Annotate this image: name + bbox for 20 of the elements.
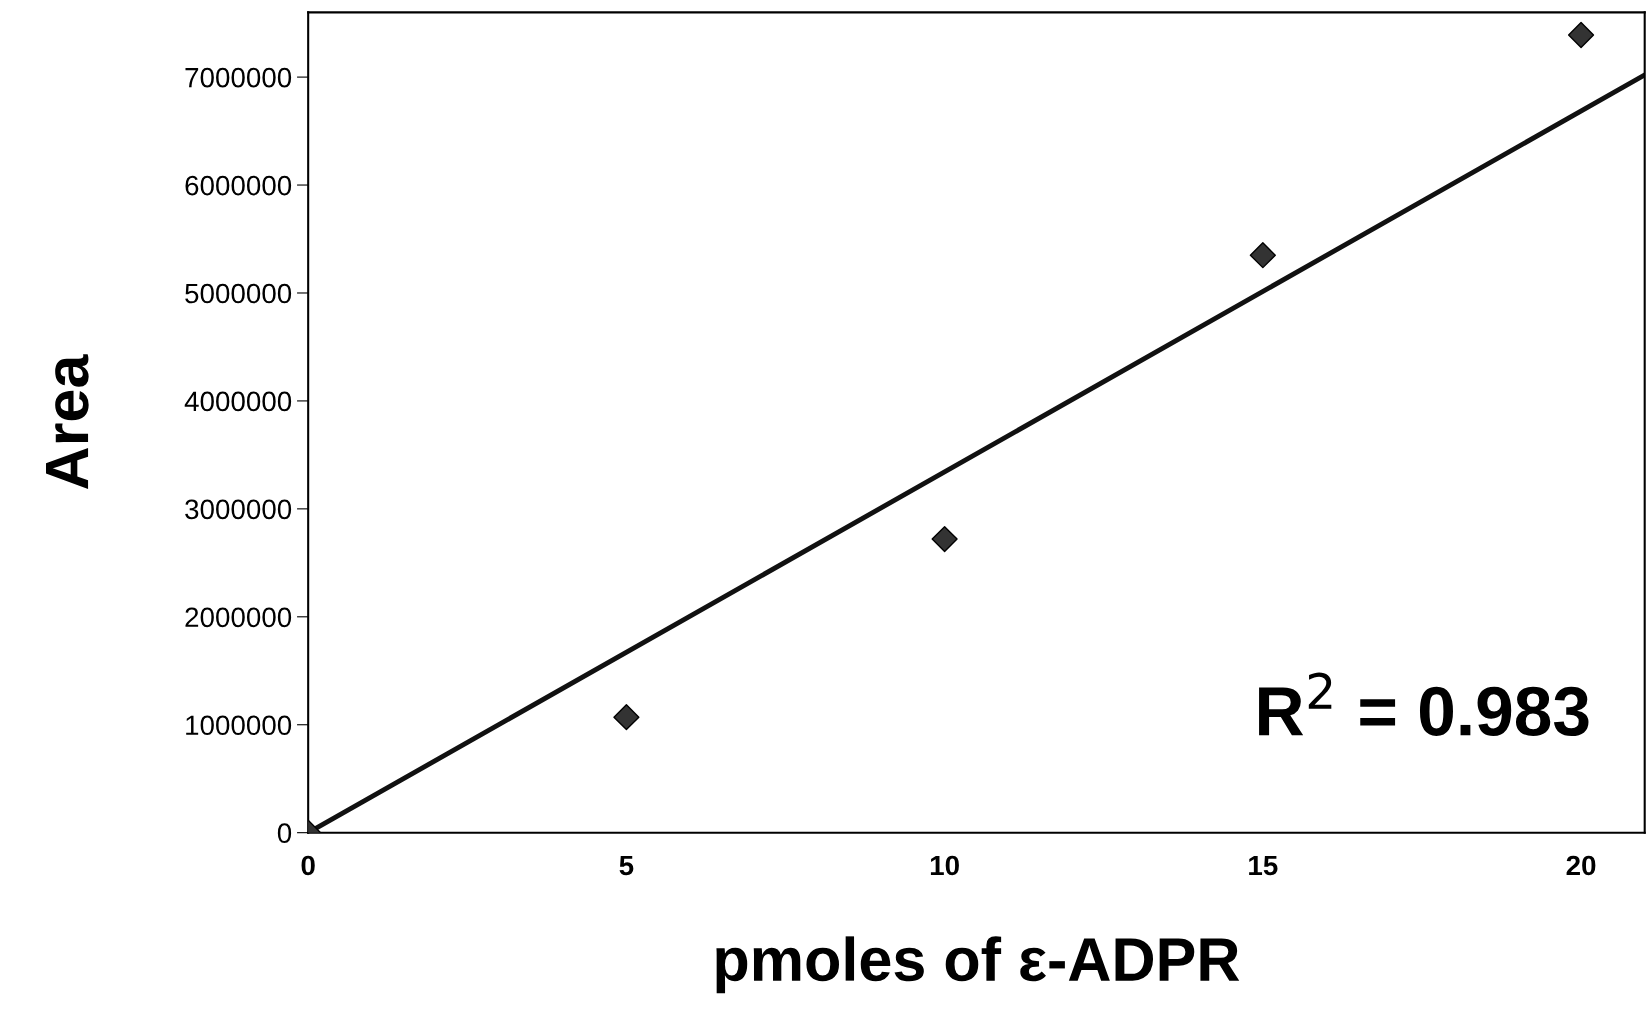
y-tick-label: 5000000 — [185, 283, 292, 304]
y-tick-label: 0 — [277, 823, 292, 844]
y-tick-label: 3000000 — [185, 499, 292, 520]
x-tick-label: 0 — [301, 855, 315, 876]
x-tick-label: 10 — [930, 855, 959, 876]
x-tick-label: 20 — [1566, 855, 1596, 876]
x-tick-label: 15 — [1249, 855, 1278, 876]
y-tick-label: 7000000 — [185, 67, 292, 88]
y-tick-label: 6000000 — [185, 175, 292, 196]
y-axis-title: Area — [46, 354, 89, 489]
x-tick-label: 5 — [619, 855, 634, 876]
point — [1249, 242, 1276, 269]
annotation: R$^{2}$ = 0.983 — [1259, 672, 1589, 737]
y-tick-label: 1000000 — [186, 715, 292, 736]
point — [613, 704, 640, 731]
point — [1567, 21, 1595, 49]
y-tick-label: 4000000 — [184, 391, 292, 412]
point — [931, 525, 958, 553]
y-tick-label: 2000000 — [185, 607, 292, 628]
x-axis-title: pmoles of ε-ADPR — [716, 936, 1240, 994]
